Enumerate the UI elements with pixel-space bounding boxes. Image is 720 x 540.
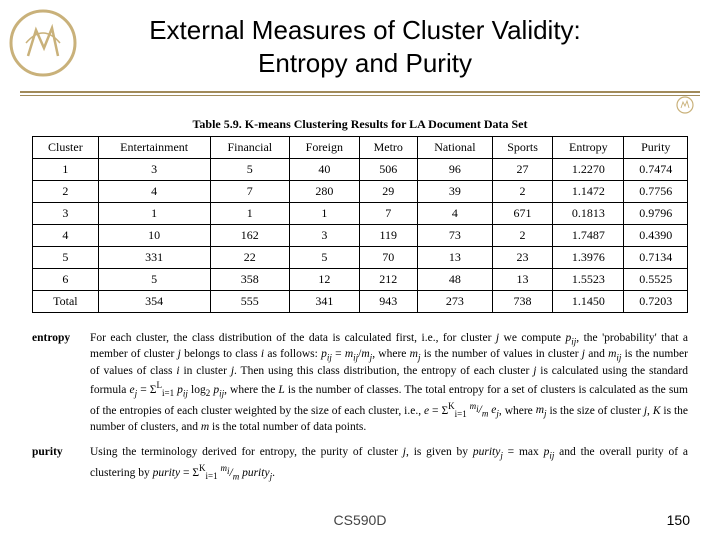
table-cell: 358	[210, 269, 290, 291]
table-cell: 5	[98, 269, 210, 291]
title-line-1: External Measures of Cluster Validity:	[149, 15, 581, 45]
table-cell: 555	[210, 291, 290, 313]
table-row: 653581221248131.55230.5525	[33, 269, 688, 291]
table-cell: 671	[492, 203, 552, 225]
table-cell: 2	[33, 181, 99, 203]
table-header-row: Cluster Entertainment Financial Foreign …	[33, 137, 688, 159]
table-cell: Total	[33, 291, 99, 313]
table-cell: 0.4390	[624, 225, 688, 247]
def-term-entropy: entropy	[32, 331, 90, 435]
table-cell: 29	[359, 181, 417, 203]
table-cell: 4	[417, 203, 492, 225]
table-cell: 280	[290, 181, 359, 203]
table-cell: 10	[98, 225, 210, 247]
table-cell: 1.2270	[553, 159, 624, 181]
content-area: Table 5.9. K-means Clustering Results fo…	[0, 97, 720, 482]
table-cell: 0.7474	[624, 159, 688, 181]
table-cell: 162	[210, 225, 290, 247]
table-cell: 212	[359, 269, 417, 291]
table-cell: 48	[417, 269, 492, 291]
table-cell: 13	[417, 247, 492, 269]
table-cell: 1	[210, 203, 290, 225]
title-line-2: Entropy and Purity	[258, 48, 472, 78]
table-cell: 73	[417, 225, 492, 247]
table-cell: 943	[359, 291, 417, 313]
table-cell: 3	[98, 159, 210, 181]
table-cell: 4	[33, 225, 99, 247]
table-cell: 1	[98, 203, 210, 225]
table-cell: 331	[98, 247, 210, 269]
table-cell: 40	[290, 159, 359, 181]
table-cell: 6	[33, 269, 99, 291]
table-cell: 4	[98, 181, 210, 203]
table-row: 41016231197321.74870.4390	[33, 225, 688, 247]
table-cell: 0.5525	[624, 269, 688, 291]
table-cell: 341	[290, 291, 359, 313]
table-row: 1354050696271.22700.7474	[33, 159, 688, 181]
table-body: 1354050696271.22700.7474247280293921.147…	[33, 159, 688, 313]
table-row: 53312257013231.39760.7134	[33, 247, 688, 269]
table-cell: 506	[359, 159, 417, 181]
table-cell: 2	[492, 225, 552, 247]
table-cell: 7	[359, 203, 417, 225]
table-cell: 1.5523	[553, 269, 624, 291]
university-seal-logo	[8, 8, 78, 78]
small-seal-icon	[676, 96, 694, 114]
table-cell: 0.9796	[624, 203, 688, 225]
footer-page-number: 150	[667, 512, 690, 528]
table-cell: 5	[33, 247, 99, 269]
footer-course-code: CS590D	[0, 512, 720, 528]
table-cell: 2	[492, 181, 552, 203]
col-header: Purity	[624, 137, 688, 159]
table-cell: 96	[417, 159, 492, 181]
entropy-definition: entropy For each cluster, the class dist…	[32, 331, 688, 435]
table-cell: 0.7203	[624, 291, 688, 313]
table-cell: 738	[492, 291, 552, 313]
table-cell: 22	[210, 247, 290, 269]
table-row: 247280293921.14720.7756	[33, 181, 688, 203]
table-cell: 23	[492, 247, 552, 269]
col-header: Sports	[492, 137, 552, 159]
title-divider	[20, 91, 700, 97]
table-cell: 1.1472	[553, 181, 624, 203]
def-term-purity: purity	[32, 445, 90, 482]
table-row: 3111746710.18130.9796	[33, 203, 688, 225]
table-cell: 5	[210, 159, 290, 181]
def-body-entropy: For each cluster, the class distribution…	[90, 331, 688, 435]
def-body-purity: Using the terminology derived for entrop…	[90, 445, 688, 482]
table-caption: Table 5.9. K-means Clustering Results fo…	[32, 117, 688, 132]
slide-title: External Measures of Cluster Validity: E…	[0, 0, 720, 85]
table-cell: 3	[290, 225, 359, 247]
col-header: Cluster	[33, 137, 99, 159]
definitions-block: entropy For each cluster, the class dist…	[32, 331, 688, 482]
table-cell: 13	[492, 269, 552, 291]
col-header: Entertainment	[98, 137, 210, 159]
table-cell: 0.7756	[624, 181, 688, 203]
table-cell: 1.1450	[553, 291, 624, 313]
purity-definition: purity Using the terminology derived for…	[32, 445, 688, 482]
table-cell: 70	[359, 247, 417, 269]
col-header: Foreign	[290, 137, 359, 159]
table-cell: 1.7487	[553, 225, 624, 247]
table-cell: 119	[359, 225, 417, 247]
col-header: Entropy	[553, 137, 624, 159]
table-cell: 1.3976	[553, 247, 624, 269]
table-cell: 12	[290, 269, 359, 291]
col-header: National	[417, 137, 492, 159]
table-cell: 5	[290, 247, 359, 269]
table-cell: 0.7134	[624, 247, 688, 269]
table-cell: 1	[290, 203, 359, 225]
table-cell: 39	[417, 181, 492, 203]
table-cell: 273	[417, 291, 492, 313]
table-cell: 354	[98, 291, 210, 313]
table-cell: 7	[210, 181, 290, 203]
results-table: Cluster Entertainment Financial Foreign …	[32, 136, 688, 313]
table-row: Total3545553419432737381.14500.7203	[33, 291, 688, 313]
col-header: Metro	[359, 137, 417, 159]
table-cell: 3	[33, 203, 99, 225]
table-cell: 0.1813	[553, 203, 624, 225]
col-header: Financial	[210, 137, 290, 159]
table-cell: 1	[33, 159, 99, 181]
table-cell: 27	[492, 159, 552, 181]
